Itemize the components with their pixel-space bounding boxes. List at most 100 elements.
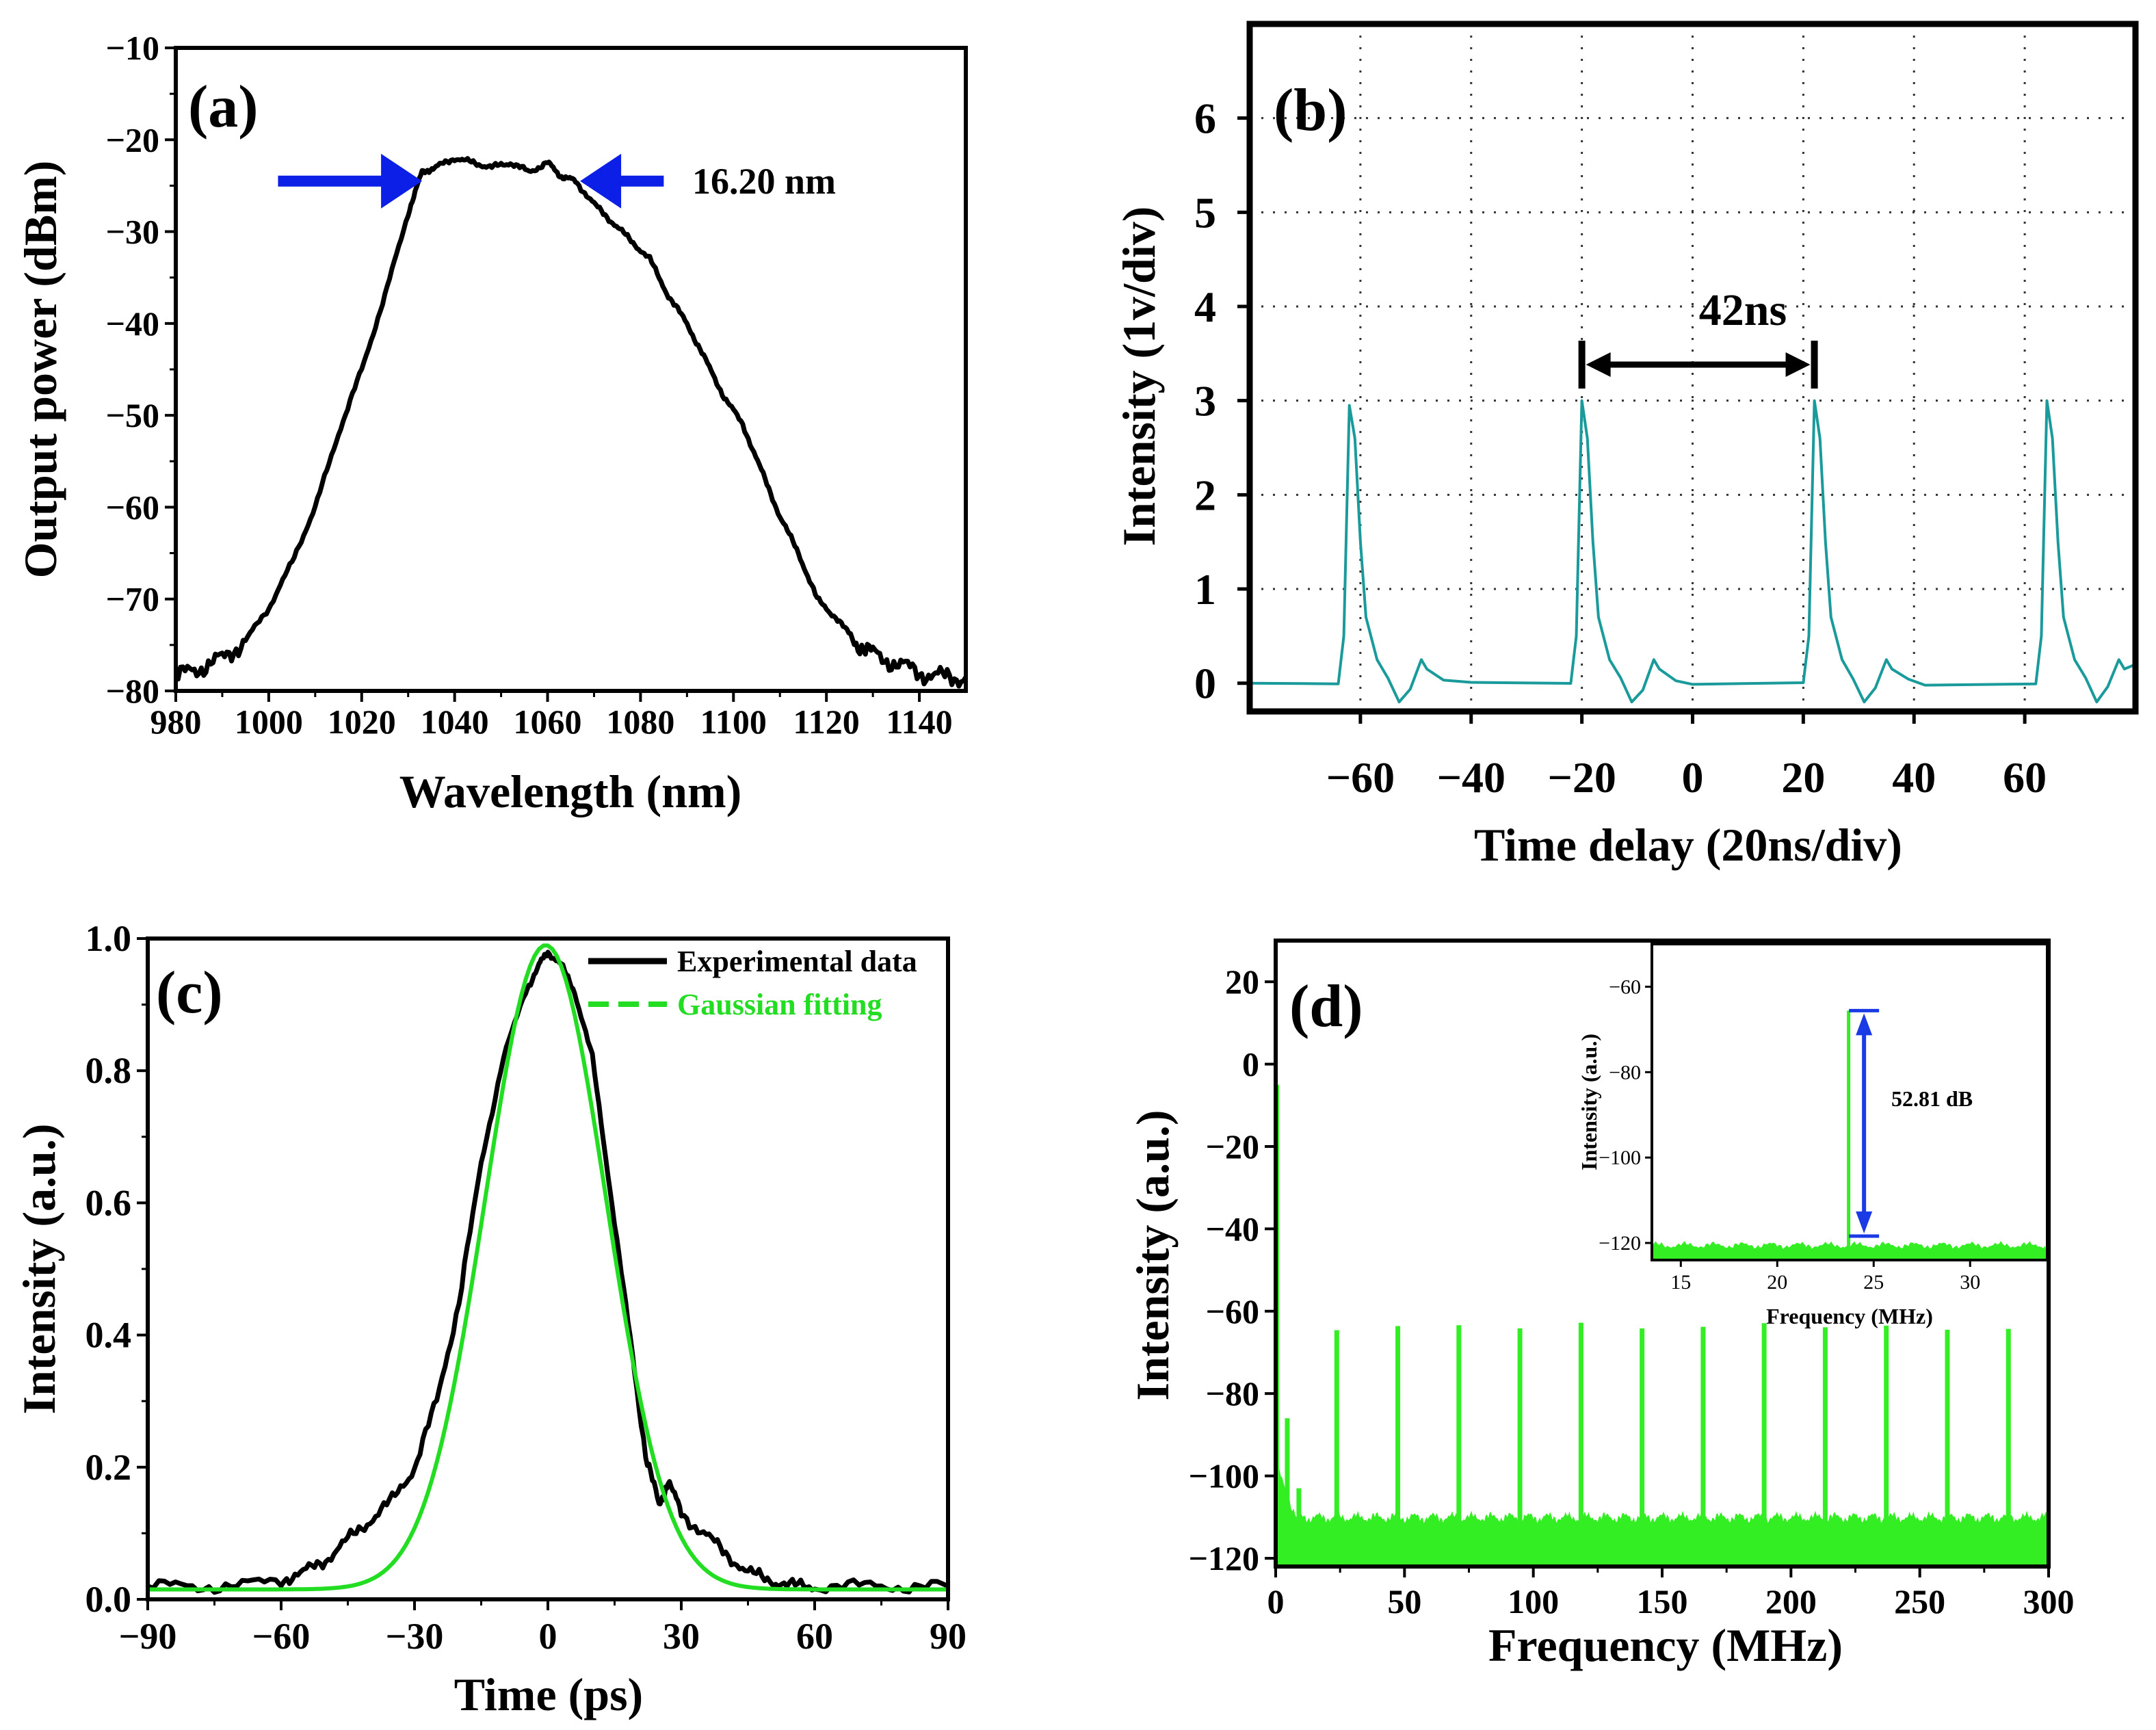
x-tick-label-c: 0: [539, 1616, 557, 1657]
pulse-train-line: [1249, 399, 2136, 704]
inset-x-tick-label: 30: [1960, 1271, 1980, 1294]
x-tick-label-d: 0: [1267, 1582, 1285, 1621]
x-tick-label-d: 200: [1765, 1582, 1817, 1621]
y-tick-label-a: −30: [106, 213, 160, 251]
x-tick-label-d: 250: [1894, 1582, 1945, 1621]
y-tick-label-b: 3: [1194, 377, 1216, 425]
y-tick-label-c: 0.4: [86, 1315, 132, 1356]
x-tick-label-b: −40: [1437, 753, 1506, 802]
x-tick-label-d: 50: [1387, 1582, 1421, 1621]
x-tick-label-a: 980: [150, 703, 202, 741]
y-axis-label-b: Intensity (1v/div): [1113, 207, 1165, 547]
y-tick-label-d: −20: [1206, 1127, 1260, 1166]
period-marker: [1578, 341, 1818, 389]
inset-x-tick-label: 20: [1767, 1271, 1787, 1294]
inset-y-axis-label: Intensity (a.u.): [1577, 1034, 1601, 1170]
y-tick-label-c: 0.2: [86, 1447, 132, 1488]
plot-frame-c: [146, 936, 950, 1601]
y-tick-label-d: 20: [1225, 962, 1259, 1001]
y-tick-label-c: 1.0: [86, 918, 132, 959]
y-tick-label-d: 0: [1242, 1045, 1259, 1084]
x-tick-label-b: 0: [1682, 753, 1704, 802]
marker-right-head: [1785, 352, 1811, 377]
y-tick-label-a: −40: [106, 304, 160, 343]
experimental-data-line: [146, 949, 949, 1595]
panel-label-c: (c): [156, 960, 223, 1026]
panel-b: −60 −40 −20 0 20 40 60 0 1 2 3 4 5 6 (b) 42ns Time d…: [1113, 21, 2139, 871]
x-tick-label-d: 300: [2023, 1582, 2075, 1621]
x-tick-label-b: −20: [1547, 753, 1616, 802]
inset-x-tick-label: 15: [1670, 1271, 1691, 1294]
x-tick-label-a: 1020: [328, 703, 396, 741]
panel-d: 0 50 100 150 200 250 300 −120 −100 −80 −60 −40 −20 0…: [1127, 939, 2075, 1671]
y-axis-label-a: Output power (dBm): [14, 161, 66, 579]
inset: 15 20 25 30 −60 −80 −100 −120 52.81 dB Frequen…: [1577, 943, 2049, 1328]
spectrum-line: [174, 156, 968, 689]
x-axis-label-b: Time delay (20ns/div): [1474, 819, 1902, 871]
inset-annotation: 52.81 dB: [1891, 1086, 1973, 1111]
x-tick-label-c: −90: [119, 1616, 177, 1657]
x-axis-label-c: Time (ps): [454, 1668, 643, 1720]
x-tick-label-a: 1000: [235, 703, 303, 741]
inset-x-tick-label: 25: [1863, 1271, 1884, 1294]
panel-label-b: (b): [1274, 77, 1348, 144]
legend-label-experimental: Experimental data: [677, 945, 917, 978]
left-arrow-head: [381, 153, 423, 209]
arrow-head-up: [1856, 1013, 1873, 1036]
y-tick-label-d: −100: [1189, 1457, 1260, 1495]
y-tick-label-a: −70: [106, 580, 160, 618]
marker-left-head: [1586, 352, 1611, 377]
inset-y-tick-label: −100: [1599, 1146, 1641, 1169]
gaussian-fit-line: [148, 943, 948, 1592]
x-tick-label-b: 60: [2003, 753, 2047, 802]
arrow-head-down: [1856, 1211, 1873, 1234]
x-tick-label-a: 1140: [886, 703, 952, 741]
x-tick-label-b: 20: [1781, 753, 1825, 802]
y-tick-label-b: 0: [1194, 659, 1216, 708]
y-tick-label-d: −80: [1206, 1374, 1260, 1413]
x-tick-label-b: −60: [1326, 753, 1395, 802]
inset-frame: [1651, 943, 2049, 1261]
y-tick-label-a: −80: [106, 672, 160, 710]
y-tick-label-a: −10: [106, 29, 160, 67]
x-tick-label-c: −60: [252, 1616, 311, 1657]
y-tick-label-a: −60: [106, 488, 160, 526]
x-tick-label-c: 30: [663, 1616, 700, 1657]
fwhm-annotation: 16.20 nm: [692, 161, 836, 202]
fwhm-arrows: [278, 153, 664, 209]
x-axis-label-d: Frequency (MHz): [1488, 1619, 1843, 1671]
panel-label-d: (d): [1289, 973, 1363, 1040]
x-axis-label-a: Wavelength (nm): [399, 765, 742, 817]
x-tick-label-a: 1100: [700, 703, 767, 741]
y-tick-label-d: −60: [1206, 1292, 1260, 1331]
x-tick-label-c: −30: [386, 1616, 444, 1657]
inset-y-tick-label: −80: [1609, 1061, 1641, 1084]
y-tick-label-b: 6: [1194, 94, 1216, 143]
y-tick-label-b: 4: [1194, 283, 1216, 331]
inset-x-axis-label: Frequency (MHz): [1766, 1304, 1933, 1328]
inset-dynamic-range-arrow: [1849, 1008, 1880, 1238]
x-tick-label-d: 150: [1637, 1582, 1688, 1621]
y-tick-label-c: 0.6: [86, 1182, 132, 1223]
panel-label-a: (a): [188, 74, 259, 140]
period-annotation: 42ns: [1699, 285, 1787, 335]
x-tick-label-d: 100: [1508, 1582, 1559, 1621]
y-axis-label-c: Intensity (a.u.): [13, 1123, 65, 1414]
y-tick-label-b: 5: [1194, 188, 1216, 237]
rf-peaks: [1276, 1084, 2011, 1567]
y-tick-label-d: −40: [1206, 1209, 1260, 1248]
x-tick-label-a: 1040: [421, 703, 489, 741]
right-arrow-head: [580, 153, 622, 209]
y-tick-label-c: 0.8: [86, 1050, 132, 1091]
y-tick-label-c: 0.0: [86, 1579, 132, 1620]
y-tick-label-d: −120: [1189, 1539, 1260, 1577]
panel-a: 980 1000 1020 1040 1060 1080 1100 1120 1140 −80 −…: [14, 29, 968, 817]
x-tick-label-a: 1060: [514, 703, 582, 741]
x-tick-label-b: 40: [1892, 753, 1936, 802]
legend: Experimental data Gaussian fitting: [588, 945, 917, 1021]
legend-label-gaussian: Gaussian fitting: [677, 988, 882, 1021]
x-tick-label-a: 1080: [606, 703, 674, 741]
x-tick-label-c: 60: [796, 1616, 833, 1657]
y-tick-label-a: −50: [106, 396, 160, 434]
